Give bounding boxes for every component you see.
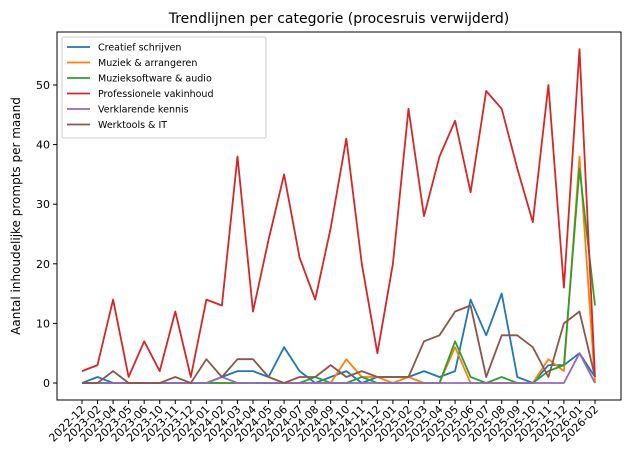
series-line xyxy=(81,48,596,378)
y-tick-label: 40 xyxy=(36,139,50,152)
legend-label: Professionele vakinhoud xyxy=(98,89,213,100)
chart-title: Trendlijnen per categorie (procesruis ve… xyxy=(168,11,510,27)
x-axis: 2022-122023-022023-042023-052023-062023-… xyxy=(46,400,601,445)
legend-label: Werktools & IT xyxy=(98,120,167,131)
legend-box xyxy=(61,36,267,139)
series-line xyxy=(82,352,596,384)
y-tick-label: 50 xyxy=(36,79,50,92)
series-lines xyxy=(81,48,596,384)
y-tick-label: 0 xyxy=(43,377,50,390)
y-tick-label: 30 xyxy=(36,198,50,211)
legend: Creatief schrijven Muziek & arrangeren Muz… xyxy=(61,36,267,139)
y-axis: 0 10 20 30 40 50 xyxy=(36,79,57,390)
series-line xyxy=(82,304,596,384)
legend-label: Muzieksoftware & audio xyxy=(98,74,212,85)
y-axis-label: Aantal inhoudelijke prompts per maand xyxy=(9,97,23,335)
legend-label: Creatief schrijven xyxy=(98,43,181,54)
y-tick-label: 10 xyxy=(36,317,50,330)
y-tick-label: 20 xyxy=(36,258,50,271)
legend-label: Muziek & arrangeren xyxy=(98,58,197,69)
legend-label: Verklarende kennis xyxy=(98,105,189,116)
